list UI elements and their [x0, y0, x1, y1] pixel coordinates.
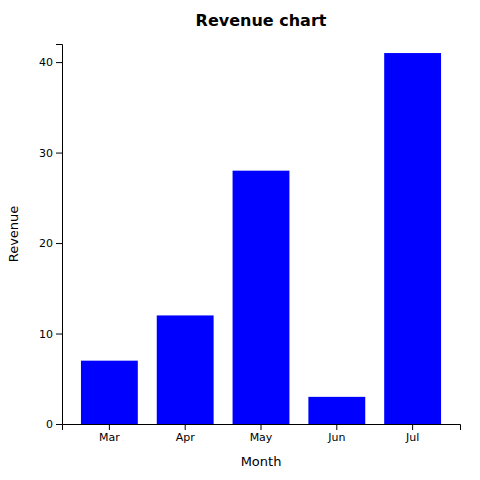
x-tick-mark [261, 424, 262, 430]
bar [81, 361, 138, 424]
bar [384, 53, 441, 424]
bars [81, 53, 441, 424]
x-tick-mark [412, 424, 413, 430]
y-tick-mark [56, 424, 62, 425]
plot-area: Mar Apr May Jun Jul 0 10 20 30 40 [39, 45, 461, 444]
y-tick-mark [56, 243, 62, 244]
y-tick: 10 [39, 328, 62, 341]
y-tick-label: 20 [39, 237, 53, 250]
x-axis: Mar Apr May Jun Jul [63, 424, 461, 444]
y-tick: 40 [39, 56, 62, 69]
y-tick-label: 30 [39, 147, 53, 160]
y-tick-label: 10 [39, 328, 53, 341]
y-tick-mark [56, 153, 62, 154]
chart-svg: Mar Apr May Jun Jul 0 10 20 30 40 Revenue chart Mon… [0, 0, 480, 480]
y-axis-title: Revenue [6, 206, 21, 263]
axis-line [63, 425, 461, 431]
x-axis-title: Month [241, 454, 282, 469]
bar [308, 397, 365, 424]
chart-container: Mar Apr May Jun Jul 0 10 20 30 40 Revenue chart Mon… [0, 0, 480, 480]
bar [233, 171, 290, 424]
x-tick-mark [336, 424, 337, 430]
x-tick: Mar [99, 424, 120, 444]
bar [157, 315, 214, 424]
axis-line [56, 45, 63, 425]
y-tick-label: 0 [46, 418, 53, 431]
chart-title: Revenue chart [196, 11, 327, 30]
x-tick-label: Jun [327, 431, 345, 444]
x-tick-label: Apr [176, 431, 196, 444]
y-tick-label: 40 [39, 56, 53, 69]
x-tick-mark [109, 424, 110, 430]
x-tick-label: Jul [405, 431, 419, 444]
x-tick-mark [185, 424, 186, 430]
x-tick: Jun [327, 424, 345, 444]
y-tick: 30 [39, 147, 62, 160]
y-tick-mark [56, 334, 62, 335]
y-tick: 20 [39, 237, 62, 250]
x-tick-label: Mar [99, 431, 120, 444]
x-tick: May [250, 424, 273, 444]
y-axis: 0 10 20 30 40 [39, 45, 63, 432]
x-tick-label: May [250, 431, 273, 444]
y-tick-mark [56, 62, 62, 63]
y-tick: 0 [46, 418, 62, 431]
x-tick: Apr [176, 424, 196, 444]
x-tick: Jul [405, 424, 419, 444]
